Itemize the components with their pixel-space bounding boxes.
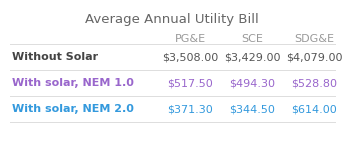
Text: $528.80: $528.80 — [291, 78, 337, 88]
Text: $494.30: $494.30 — [229, 78, 275, 88]
Text: $3,508.00: $3,508.00 — [162, 52, 218, 62]
Text: $517.50: $517.50 — [167, 78, 213, 88]
Text: Without Solar: Without Solar — [12, 52, 98, 62]
Text: With solar, NEM 2.0: With solar, NEM 2.0 — [12, 104, 134, 114]
Text: SCE: SCE — [241, 34, 263, 44]
Text: PG&E: PG&E — [175, 34, 206, 44]
Text: Average Annual Utility Bill: Average Annual Utility Bill — [85, 13, 259, 26]
Text: SDG&E: SDG&E — [294, 34, 334, 44]
Text: $344.50: $344.50 — [229, 104, 275, 114]
Text: $3,429.00: $3,429.00 — [224, 52, 280, 62]
Text: With solar, NEM 1.0: With solar, NEM 1.0 — [12, 78, 134, 88]
Text: $4,079.00: $4,079.00 — [286, 52, 342, 62]
Text: $614.00: $614.00 — [291, 104, 337, 114]
Text: $371.30: $371.30 — [167, 104, 213, 114]
